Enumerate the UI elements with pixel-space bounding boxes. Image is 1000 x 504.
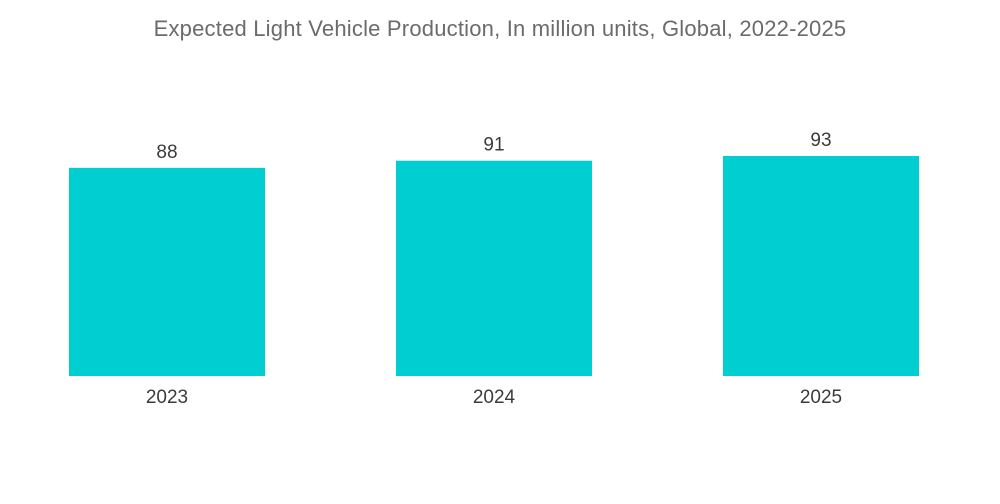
bar-value-label-2023: 88 [156, 142, 177, 163]
bar-2025 [723, 156, 919, 376]
x-tick-label-2024: 2024 [473, 387, 516, 408]
bar-value-label-2025: 93 [810, 130, 831, 151]
x-tick-label-2023: 2023 [146, 387, 188, 408]
bar-2023 [69, 167, 265, 376]
bar-2024 [396, 160, 592, 376]
bars-layer [69, 156, 919, 376]
x-tick-label-2025: 2025 [800, 387, 842, 408]
bar-value-label-2024: 91 [483, 135, 504, 156]
labels-layer: 88 91 93 [156, 130, 831, 163]
chart-title: Expected Light Vehicle Production, In mi… [153, 16, 847, 41]
x-axis-ticks: 2023 2024 2025 [146, 387, 842, 408]
